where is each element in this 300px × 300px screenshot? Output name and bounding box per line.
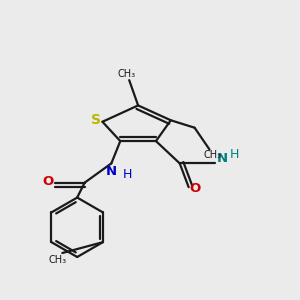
Text: O: O bbox=[43, 175, 54, 188]
Text: H: H bbox=[230, 148, 239, 161]
Text: H: H bbox=[123, 168, 132, 181]
Text: CH₃: CH₃ bbox=[204, 150, 222, 160]
Text: N: N bbox=[216, 152, 227, 164]
Text: CH₃: CH₃ bbox=[49, 255, 67, 265]
Text: S: S bbox=[91, 113, 101, 127]
Text: N: N bbox=[106, 165, 117, 178]
Text: CH₃: CH₃ bbox=[117, 69, 135, 79]
Text: O: O bbox=[190, 182, 201, 195]
